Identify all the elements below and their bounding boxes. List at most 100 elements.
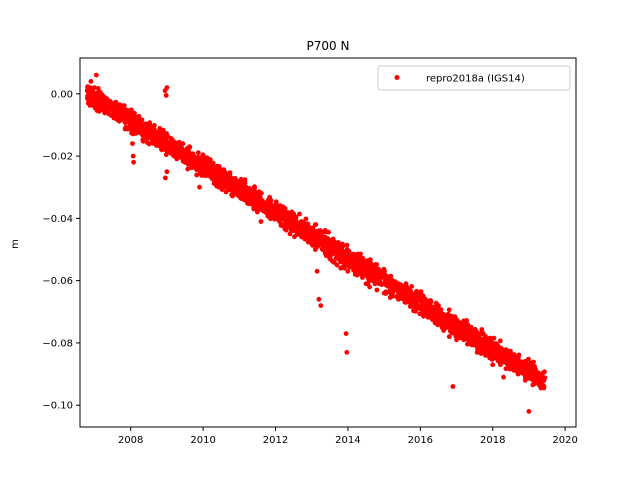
data-point (541, 384, 546, 389)
y-tick-label: −0.02 (42, 152, 73, 163)
x-tick-label: 2008 (118, 435, 143, 446)
data-point (542, 369, 547, 375)
data-point (130, 153, 136, 159)
data-point (318, 303, 324, 308)
data-point (491, 335, 497, 341)
data-point (185, 166, 191, 172)
data-point (501, 374, 506, 380)
data-point (122, 126, 128, 132)
y-tick-label: −0.10 (42, 401, 73, 412)
data-point (261, 205, 266, 211)
y-tick-label: −0.06 (42, 276, 73, 287)
data-point (200, 166, 206, 171)
data-point (143, 121, 149, 127)
data-point (302, 234, 307, 240)
data-point (222, 181, 228, 187)
data-point (193, 163, 199, 168)
data-point (480, 331, 486, 336)
data-point (168, 135, 174, 141)
data-point (333, 245, 339, 251)
data-point (528, 362, 534, 367)
data-point (88, 79, 94, 84)
data-point (438, 307, 444, 313)
data-point (233, 187, 239, 193)
data-point (207, 166, 213, 171)
data-point (475, 346, 481, 352)
data-point (341, 254, 346, 260)
data-point (338, 265, 344, 271)
data-point (294, 231, 300, 237)
data-point (497, 338, 503, 344)
data-point (396, 291, 401, 297)
data-point (209, 176, 215, 181)
data-point (330, 240, 336, 246)
legend-label: repro2018a (IGS14) (426, 74, 525, 85)
data-point (447, 320, 452, 325)
data-point (199, 155, 205, 161)
data-point (113, 99, 119, 105)
data-point (197, 184, 202, 190)
data-point (537, 381, 543, 386)
data-point (331, 259, 336, 265)
data-point (242, 190, 248, 195)
data-point (369, 267, 374, 273)
data-point (268, 199, 274, 204)
data-point (305, 221, 311, 227)
data-point (106, 103, 112, 109)
data-point (164, 85, 170, 90)
data-point (417, 306, 423, 312)
data-point (230, 193, 235, 199)
data-point (131, 159, 137, 165)
data-point (451, 317, 457, 322)
data-point (483, 353, 488, 358)
data-point (360, 275, 365, 280)
data-point (367, 258, 373, 264)
data-point (479, 327, 485, 332)
data-point (349, 253, 354, 259)
data-point (244, 197, 249, 203)
data-point (164, 149, 170, 155)
data-point (483, 345, 489, 351)
data-point (140, 138, 146, 144)
data-point (95, 86, 101, 91)
y-tick-label: −0.08 (42, 338, 73, 349)
data-point (229, 187, 235, 193)
data-point (346, 249, 352, 254)
data-point (540, 376, 546, 382)
data-point (99, 94, 105, 100)
data-point (136, 120, 142, 126)
data-point (402, 292, 407, 298)
data-point (510, 354, 516, 360)
data-point (164, 169, 170, 175)
data-point (195, 150, 201, 156)
data-point (146, 135, 152, 140)
data-point (360, 267, 365, 273)
data-point (479, 350, 485, 356)
data-point (341, 265, 347, 271)
data-point (430, 313, 436, 319)
data-point (503, 357, 509, 362)
data-point (344, 349, 350, 355)
data-point (160, 130, 166, 135)
data-point (159, 147, 165, 153)
data-point (324, 246, 330, 252)
data-point (345, 268, 351, 274)
data-point (367, 284, 372, 290)
data-point (223, 170, 228, 176)
data-point (446, 307, 452, 313)
data-point (533, 377, 539, 383)
data-point (195, 154, 201, 160)
data-point (102, 97, 108, 103)
data-point (439, 325, 445, 330)
data-point (295, 225, 300, 231)
data-point (247, 200, 253, 206)
x-tick-label: 2012 (263, 435, 288, 446)
data-point (352, 272, 358, 277)
data-point (280, 222, 286, 228)
data-point (240, 178, 246, 184)
data-point (522, 377, 528, 383)
data-point (214, 175, 220, 181)
data-point (369, 273, 375, 279)
data-point (303, 216, 309, 222)
data-point (150, 138, 155, 143)
